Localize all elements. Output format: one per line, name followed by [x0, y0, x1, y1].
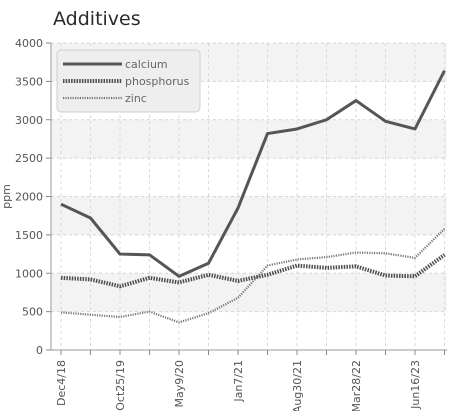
chart-title: Additives — [53, 8, 141, 30]
x-tick-label: Oct25/19 — [114, 360, 127, 411]
legend-label-phosphorus: phosphorus — [125, 75, 190, 88]
legend: calcium phosphorus zinc — [56, 49, 201, 113]
y-tick-label: 3000 — [15, 114, 43, 127]
series-line-phosphorus — [60, 253, 446, 289]
y-tick-label: 0 — [36, 344, 43, 357]
series-line-calcium — [60, 69, 446, 278]
y-tick-label: 1500 — [15, 229, 43, 242]
x-tick-label: Mar28/22 — [350, 360, 363, 411]
x-tick-label: Jun16/23 — [409, 360, 422, 410]
x-tick-label: Aug30/21 — [291, 360, 304, 411]
y-tick-label: 3500 — [15, 75, 43, 88]
y-tick-label: 4000 — [15, 37, 43, 50]
x-tick-label: Jan7/21 — [232, 360, 245, 403]
y-tick-label: 2000 — [15, 191, 43, 204]
y-axis-label: ppm — [0, 184, 13, 209]
x-tick-label: May9/20 — [173, 360, 186, 407]
plot-band — [51, 119, 447, 159]
y-tick-label: 1000 — [15, 267, 43, 280]
x-tick-label: Dec4/18 — [55, 360, 68, 406]
legend-label-calcium: calcium — [125, 58, 168, 71]
plot-band — [51, 196, 447, 235]
y-tick-label: 500 — [22, 306, 43, 319]
legend-label-zinc: zinc — [125, 92, 147, 105]
series-line-zinc — [60, 227, 446, 324]
y-tick-label: 2500 — [15, 152, 43, 165]
